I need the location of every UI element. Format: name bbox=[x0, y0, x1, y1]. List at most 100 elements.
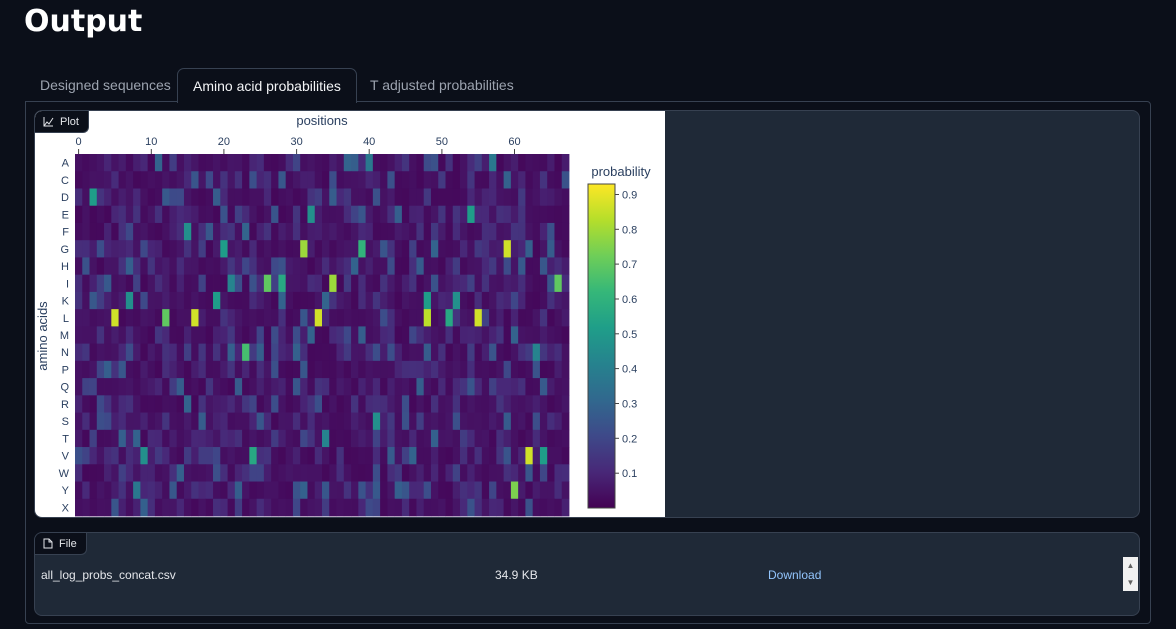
heatmap-cell bbox=[314, 309, 323, 327]
heatmap-cell bbox=[481, 498, 490, 517]
heatmap-cell bbox=[481, 171, 490, 189]
heatmap-cell bbox=[82, 309, 90, 327]
heatmap-cell bbox=[387, 360, 396, 379]
download-link[interactable]: Download bbox=[768, 568, 822, 582]
heatmap-cell bbox=[183, 378, 192, 396]
heatmap-cell bbox=[263, 498, 272, 517]
heatmap-cell bbox=[314, 171, 323, 189]
heatmap-cell bbox=[300, 481, 308, 500]
heatmap-cell bbox=[162, 412, 170, 431]
heatmap-cell bbox=[96, 154, 105, 172]
heatmap-cell bbox=[365, 481, 374, 500]
heatmap-cell bbox=[89, 291, 98, 310]
heatmap-cell bbox=[445, 257, 454, 276]
heatmap-cell bbox=[169, 291, 178, 310]
heatmap-cell bbox=[183, 429, 192, 448]
heatmap-cell bbox=[510, 309, 519, 327]
heatmap-cell bbox=[329, 464, 337, 482]
heatmap-cell bbox=[300, 326, 308, 345]
heatmap-cell bbox=[89, 447, 98, 465]
heatmap-cell bbox=[518, 447, 526, 465]
scroll-down-arrow-icon[interactable]: ▼ bbox=[1126, 578, 1135, 587]
heatmap-cell bbox=[525, 309, 534, 327]
heatmap-cell bbox=[82, 326, 90, 345]
heatmap-cell bbox=[104, 326, 112, 345]
heatmap-cell bbox=[140, 360, 149, 379]
heatmap-cell bbox=[176, 274, 185, 293]
heatmap-cell bbox=[532, 481, 541, 500]
heatmap-cell bbox=[343, 498, 352, 517]
heatmap-cell bbox=[242, 274, 250, 293]
heatmap-cell bbox=[133, 360, 141, 379]
heatmap-cell bbox=[358, 240, 366, 258]
heatmap-cell bbox=[394, 447, 403, 465]
tab-designed-sequences[interactable]: Designed sequences bbox=[40, 77, 171, 93]
heatmap-cell bbox=[242, 257, 250, 276]
heatmap-cell bbox=[336, 257, 345, 276]
heatmap-cell bbox=[351, 498, 359, 517]
heatmap-cell bbox=[329, 154, 337, 172]
heatmap-cell bbox=[183, 171, 192, 189]
heatmap-cell bbox=[336, 481, 345, 500]
heatmap-cell bbox=[162, 257, 170, 276]
heatmap-cell bbox=[481, 240, 490, 258]
y-tick-label: T bbox=[62, 433, 69, 445]
y-tick-label: A bbox=[62, 158, 70, 170]
heatmap-cell bbox=[329, 257, 337, 276]
heatmap-cell bbox=[467, 464, 475, 482]
heatmap-cell bbox=[133, 309, 141, 327]
heatmap-cell bbox=[292, 309, 301, 327]
heatmap-cell bbox=[140, 240, 149, 258]
heatmap-cell bbox=[358, 257, 366, 276]
tab-amino-acid-probabilities[interactable]: Amino acid probabilities bbox=[177, 68, 357, 103]
heatmap-cell bbox=[307, 326, 316, 345]
heatmap-cell bbox=[278, 481, 287, 500]
heatmap-cell bbox=[300, 360, 308, 379]
heatmap-cell bbox=[445, 291, 454, 310]
heatmap-cell bbox=[409, 222, 417, 241]
heatmap-cell bbox=[351, 412, 359, 431]
heatmap-cell bbox=[554, 309, 563, 327]
heatmap-cell bbox=[438, 205, 446, 224]
heatmap-cell bbox=[365, 343, 374, 362]
heatmap-cell bbox=[271, 395, 279, 413]
heatmap-cell bbox=[416, 154, 425, 172]
heatmap-cell bbox=[380, 257, 388, 276]
heatmap-cell bbox=[372, 395, 381, 413]
heatmap-cell bbox=[104, 274, 112, 293]
heatmap-cell bbox=[234, 240, 243, 258]
heatmap-cell bbox=[460, 447, 468, 465]
heatmap-cell bbox=[213, 481, 221, 500]
heatmap-cell bbox=[154, 171, 163, 189]
heatmap-cell bbox=[104, 205, 112, 224]
heatmap-cell bbox=[176, 343, 185, 362]
heatmap-cell bbox=[227, 343, 236, 362]
heatmap-cell bbox=[532, 205, 541, 224]
heatmap-cell bbox=[336, 343, 345, 362]
heatmap-cell bbox=[198, 154, 207, 172]
scroll-up-arrow-icon[interactable]: ▲ bbox=[1126, 561, 1135, 570]
heatmap-cell bbox=[343, 291, 352, 310]
heatmap-cell bbox=[423, 464, 432, 482]
heatmap-cell bbox=[89, 395, 98, 413]
heatmap-cell bbox=[423, 343, 432, 362]
heatmap-cell bbox=[234, 205, 243, 224]
heatmap-cell bbox=[503, 481, 512, 500]
heatmap-cell bbox=[176, 257, 185, 276]
heatmap-cell bbox=[409, 188, 417, 207]
heatmap-cell bbox=[372, 464, 381, 482]
heatmap-cell bbox=[96, 395, 105, 413]
heatmap-cell bbox=[183, 154, 192, 172]
heatmap-cell bbox=[75, 205, 83, 224]
scrollbar[interactable]: ▲ ▼ bbox=[1123, 557, 1138, 591]
heatmap-cell bbox=[547, 291, 555, 310]
heatmap-cell bbox=[307, 429, 316, 448]
heatmap-cell bbox=[358, 222, 366, 241]
heatmap-cell bbox=[525, 429, 534, 448]
tab-t-adjusted-probabilities[interactable]: T adjusted probabilities bbox=[370, 77, 514, 93]
heatmap-cell bbox=[292, 498, 301, 517]
heatmap-cell bbox=[292, 222, 301, 241]
heatmap-cell bbox=[561, 326, 570, 345]
